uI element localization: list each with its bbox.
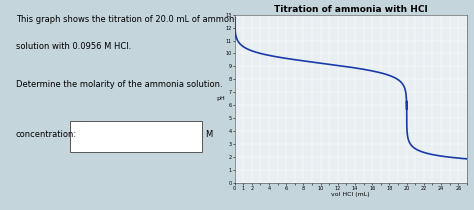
- Text: concentration:: concentration:: [16, 130, 77, 139]
- Title: Titration of ammonia with HCl: Titration of ammonia with HCl: [274, 5, 428, 14]
- Text: This graph shows the titration of 20.0 mL of ammonia: This graph shows the titration of 20.0 m…: [16, 15, 242, 24]
- FancyBboxPatch shape: [71, 121, 202, 152]
- Text: M: M: [205, 130, 212, 139]
- Text: Determine the molarity of the ammonia solution.: Determine the molarity of the ammonia so…: [16, 80, 222, 89]
- Text: pH: pH: [217, 96, 225, 101]
- X-axis label: vol HCl (mL): vol HCl (mL): [331, 192, 370, 197]
- Text: solution with 0.0956 M HCl.: solution with 0.0956 M HCl.: [16, 42, 131, 51]
